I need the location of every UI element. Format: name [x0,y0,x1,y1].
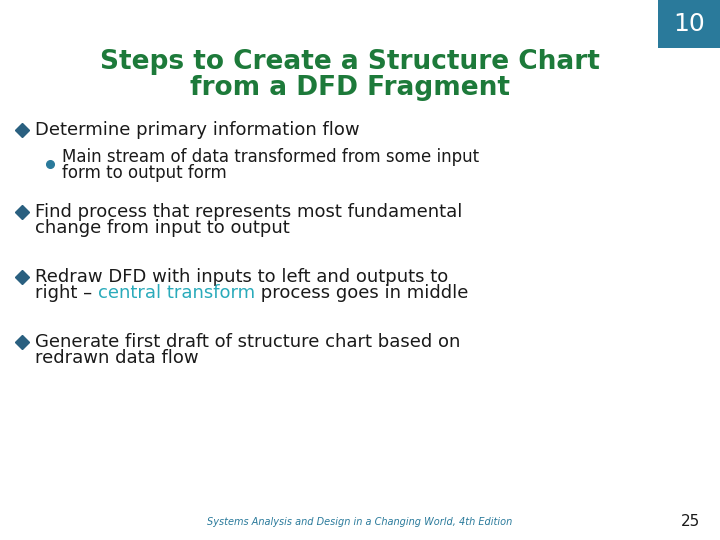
Text: right –: right – [35,284,98,302]
Text: Determine primary information flow: Determine primary information flow [35,121,359,139]
Text: Find process that represents most fundamental: Find process that represents most fundam… [35,203,462,221]
Text: form to output form: form to output form [62,164,227,182]
Text: change from input to output: change from input to output [35,219,289,237]
Text: Systems Analysis and Design in a Changing World, 4th Edition: Systems Analysis and Design in a Changin… [207,517,513,527]
Text: redrawn data flow: redrawn data flow [35,349,199,367]
Text: Generate first draft of structure chart based on: Generate first draft of structure chart … [35,333,460,351]
Text: Redraw DFD with inputs to left and outputs to: Redraw DFD with inputs to left and outpu… [35,268,449,286]
FancyBboxPatch shape [658,0,720,48]
Text: 10: 10 [673,12,705,36]
Text: Steps to Create a Structure Chart: Steps to Create a Structure Chart [100,49,600,75]
Text: Main stream of data transformed from some input: Main stream of data transformed from som… [62,148,479,166]
Text: central transform: central transform [98,284,255,302]
Text: 25: 25 [680,515,700,530]
Text: process goes in middle: process goes in middle [255,284,469,302]
Text: from a DFD Fragment: from a DFD Fragment [190,75,510,101]
